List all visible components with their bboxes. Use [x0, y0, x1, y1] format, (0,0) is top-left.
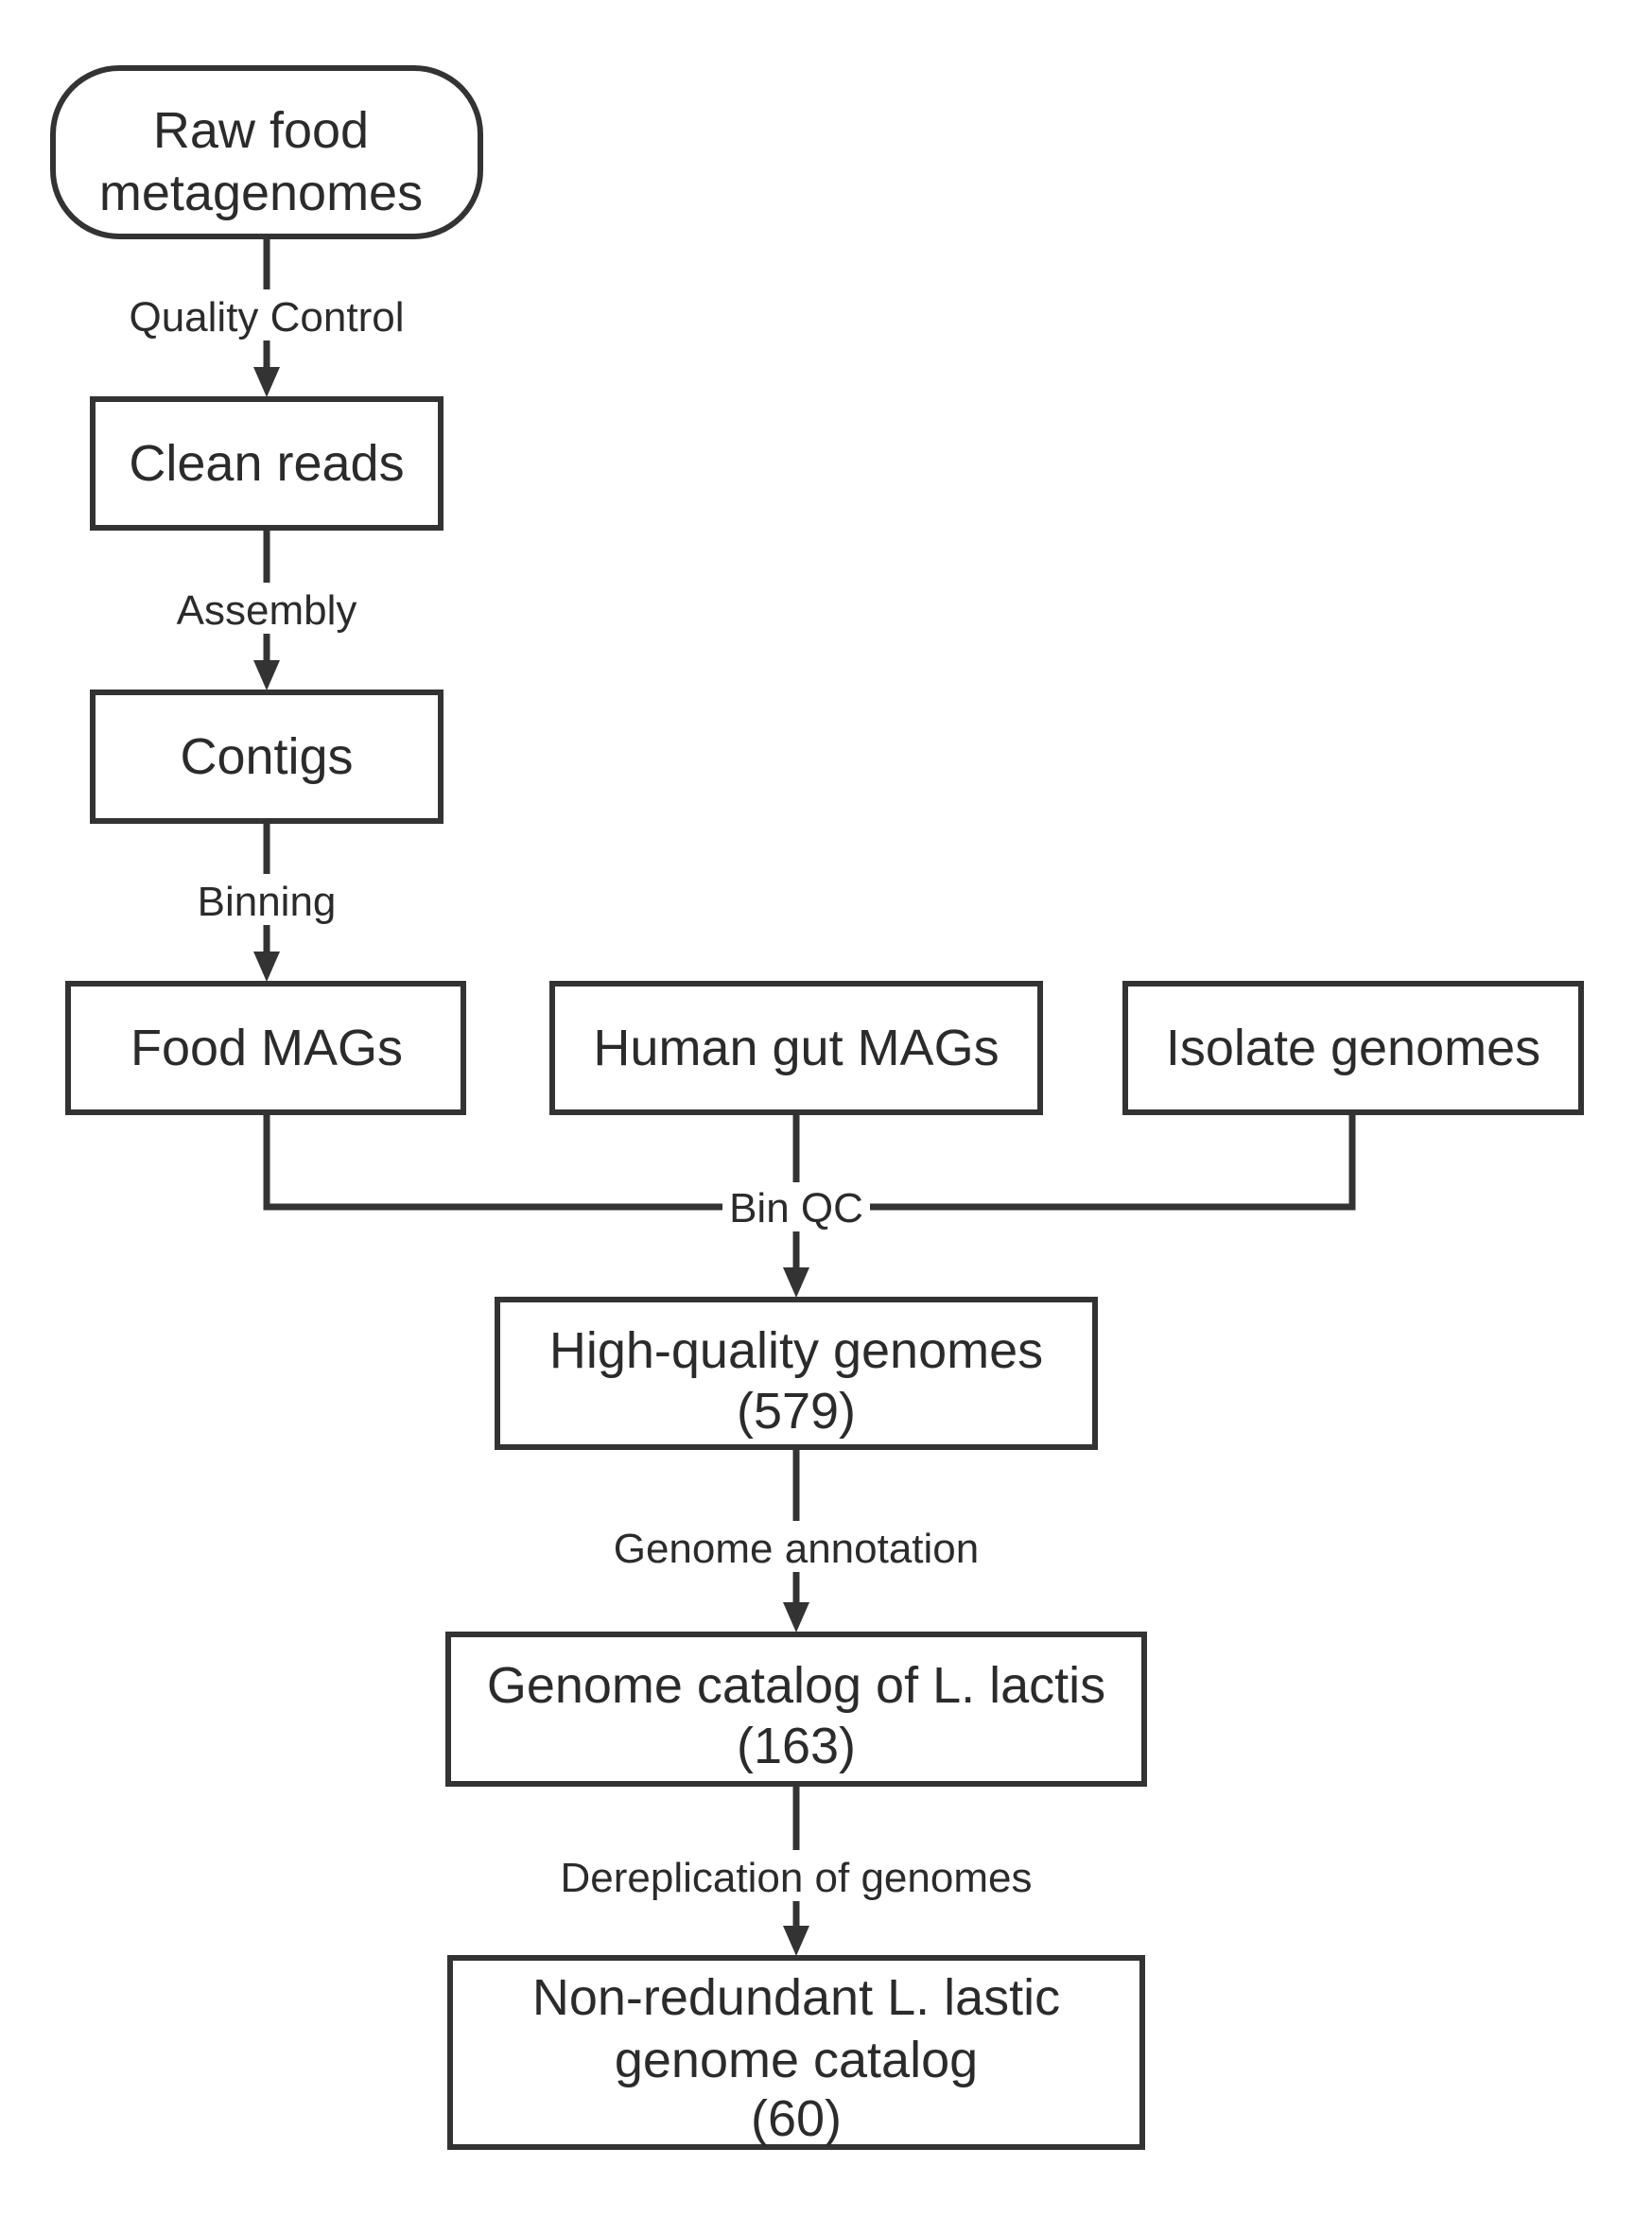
node-raw-food-line2: metagenomes — [99, 165, 423, 221]
node-non-redundant-count: (60) — [751, 2090, 842, 2147]
edge-food-mags-merge — [263, 1112, 796, 1211]
node-genome-catalog: Genome catalog of L. lactis (163) — [445, 1632, 1147, 1787]
node-food-mags: Food MAGs — [65, 981, 466, 1115]
arrowhead-genome-catalog — [783, 1602, 809, 1633]
node-human-gut-mags: Human gut MAGs — [549, 981, 1043, 1115]
node-non-redundant-line2: genome catalog — [615, 2032, 978, 2088]
node-raw-food-metagenomes: Raw food metagenomes — [50, 65, 483, 239]
edge-label-bin-qc: Bin QC — [729, 1185, 863, 1231]
node-raw-food-line1: Raw food — [153, 102, 369, 159]
node-clean-reads: Clean reads — [90, 396, 443, 531]
node-food-mags-label: Food MAGs — [130, 1020, 403, 1076]
edge-label-quality-control: Quality Control — [129, 294, 404, 340]
arrowhead-clean-reads — [253, 367, 280, 397]
node-high-quality-line1: High-quality genomes — [549, 1322, 1043, 1379]
node-high-quality-genomes: High-quality genomes (579) — [495, 1297, 1098, 1450]
node-non-redundant-catalog: Non-redundant L. lastic genome catalog (… — [447, 1955, 1145, 2150]
arrowhead-non-redundant — [783, 1926, 809, 1956]
node-genome-catalog-count: (163) — [737, 1718, 856, 1774]
arrowhead-food-mags — [253, 952, 280, 982]
edge-isolate-merge — [796, 1112, 1356, 1211]
node-contigs-label: Contigs — [180, 728, 353, 785]
node-high-quality-count: (579) — [737, 1383, 856, 1440]
edge-label-binning: Binning — [198, 879, 337, 925]
node-genome-catalog-line1: Genome catalog of L. lactis — [487, 1657, 1105, 1714]
node-human-gut-mags-label: Human gut MAGs — [593, 1020, 999, 1076]
node-non-redundant-line1: Non-redundant L. lastic — [532, 1969, 1060, 2026]
edge-label-dereplication: Dereplication of genomes — [561, 1855, 1033, 1901]
arrowhead-contigs — [253, 660, 280, 690]
edge-label-genome-annotation: Genome annotation — [614, 1526, 980, 1572]
arrowhead-high-quality — [783, 1267, 809, 1298]
edge-labels: Quality Control Assembly Binning Bin QC … — [104, 289, 1074, 1901]
node-isolate-genomes-label: Isolate genomes — [1166, 1020, 1540, 1076]
node-contigs: Contigs — [90, 690, 443, 824]
node-clean-reads-label: Clean reads — [129, 435, 404, 492]
node-isolate-genomes: Isolate genomes — [1122, 981, 1584, 1115]
edge-label-assembly: Assembly — [177, 587, 357, 634]
